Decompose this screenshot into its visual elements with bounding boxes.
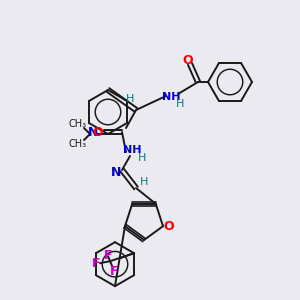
- Text: NH: NH: [162, 92, 180, 102]
- Text: NH: NH: [123, 145, 141, 155]
- Text: O: O: [93, 125, 103, 139]
- Text: H: H: [140, 177, 148, 187]
- Text: H: H: [176, 99, 184, 109]
- Text: F: F: [92, 257, 100, 270]
- Text: F: F: [104, 249, 112, 262]
- Text: O: O: [164, 220, 174, 233]
- Text: H: H: [138, 153, 146, 163]
- Text: N: N: [111, 166, 121, 178]
- Text: N: N: [88, 127, 98, 140]
- Text: O: O: [183, 53, 193, 67]
- Text: F: F: [110, 265, 118, 278]
- Text: CH₃: CH₃: [69, 119, 87, 129]
- Text: CH₃: CH₃: [69, 139, 87, 149]
- Text: H: H: [126, 94, 134, 104]
